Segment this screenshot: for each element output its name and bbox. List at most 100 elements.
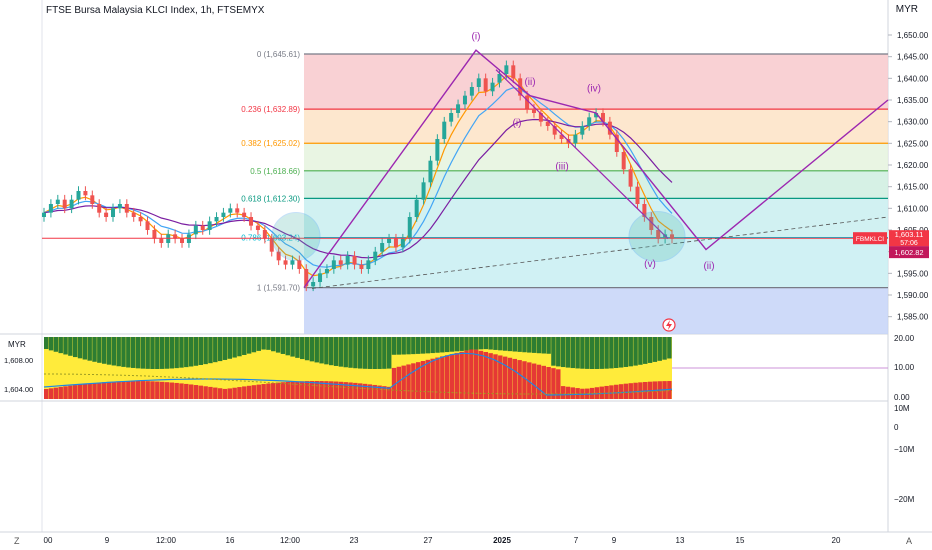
indicator-bar-red: [266, 383, 271, 399]
indicator-bar-green: [464, 337, 469, 351]
indicator-bar-green: [575, 337, 580, 369]
candle-body: [469, 87, 474, 96]
candle-body: [504, 65, 509, 74]
auto-scale-button[interactable]: A: [906, 536, 913, 546]
candle-body: [462, 95, 467, 105]
indicator-bar-green: [227, 337, 232, 359]
candle-body: [600, 113, 605, 122]
indicator-bar-red: [130, 381, 136, 399]
fibonacci-retracement[interactable]: 0 (1,645.61) 0.236 (1,632.89) 0.382 (1,625…: [241, 50, 888, 334]
indicator-bar-red: [150, 381, 155, 399]
indicator-bar-red: [63, 386, 68, 399]
indicator-bar-red: [517, 360, 522, 399]
time-tick-label: 20: [832, 536, 841, 545]
indicator-bar-red: [464, 350, 469, 399]
indicator-pane: MYR 1,608.00 1,604.00 20.00 10.00 0.00: [4, 334, 915, 402]
indicator-bar-green: [193, 337, 199, 366]
fib-zone: [304, 287, 888, 334]
candle-body: [228, 208, 233, 213]
indicator-bar-red: [188, 384, 194, 399]
fib-zone: [304, 54, 888, 110]
candle-body: [573, 134, 578, 144]
chart-title: FTSE Bursa Malaysia KLCI Index, 1h, FTSE…: [46, 5, 265, 16]
indicator-bar-green: [435, 337, 440, 353]
wave-label: (iv): [587, 83, 601, 94]
wave-annotations[interactable]: (i) (ii) (i) (iii) (iv) (v) (ii): [42, 31, 889, 332]
indicator-bar-red: [362, 383, 368, 399]
indicator-bar-red: [386, 386, 392, 399]
indicator-bar-red: [358, 383, 363, 399]
indicator-bar-green: [217, 337, 223, 362]
indicator-bar-red: [483, 352, 489, 399]
indicator-bar-red: [116, 381, 121, 399]
indicator-bar-green: [556, 337, 561, 367]
indicator-bar-red: [493, 354, 498, 399]
indicator-bar-red: [280, 382, 286, 399]
candle-body: [559, 134, 564, 139]
time-tick-label: 12:00: [280, 536, 301, 545]
candle-body: [621, 152, 626, 170]
indicator-bar-green: [353, 337, 358, 369]
indicator-bar-green: [459, 337, 464, 351]
indicator-bar-green: [300, 337, 305, 360]
fib-zone: [304, 143, 888, 171]
indicator-bar-green: [478, 337, 484, 350]
indicator-bar-green: [44, 337, 49, 349]
indicator-bar-green: [203, 337, 208, 365]
candle-body: [76, 191, 81, 200]
indicator-bar-red: [246, 385, 252, 399]
volume-tick-label: 10M: [894, 404, 910, 413]
indicator-bar-green: [246, 337, 252, 354]
candle-body: [483, 78, 488, 92]
candle-body: [580, 126, 585, 135]
candle-body: [152, 230, 157, 239]
price-tick-label: 1,640.00: [897, 74, 929, 83]
indicator-bar-red: [599, 386, 604, 399]
indicator-bar-red: [430, 358, 435, 399]
indicator-bar-green: [348, 337, 353, 368]
candle-body: [117, 204, 122, 209]
currency-label[interactable]: MYR: [895, 4, 918, 15]
candle-body: [449, 113, 454, 122]
wave-label: (v): [644, 259, 656, 270]
indicator-bar-green: [638, 337, 643, 365]
indicator-bar-green: [415, 337, 421, 354]
indicator-bar-red: [522, 361, 527, 399]
indicator-bar-green: [604, 337, 609, 369]
indicator-bar-red: [444, 355, 450, 399]
indicator-bar-red: [478, 350, 484, 399]
indicator-bar-green: [304, 337, 310, 361]
fib-level-label: 0.382 (1,625.02): [241, 139, 300, 148]
indicator-bar-red: [512, 358, 518, 399]
indicator-bar-green: [522, 337, 527, 353]
candle-body: [628, 169, 633, 187]
candle-body: [545, 121, 550, 126]
fib-zone: [304, 198, 888, 238]
indicator-bar-green: [449, 337, 455, 352]
indicator-bar-green: [483, 337, 489, 350]
indicator-bar-green: [507, 337, 513, 352]
indicator-bar-red: [164, 382, 170, 399]
fib-zone: [304, 170, 888, 199]
indicator-left-tick: 1,608.00: [4, 356, 33, 365]
candle-body: [670, 234, 674, 239]
indicator-bar-red: [92, 383, 97, 399]
indicator-bar-green: [541, 337, 546, 354]
fib-zone: [304, 237, 888, 288]
indicator-bar-red: [174, 382, 179, 399]
zoom-button[interactable]: Z: [14, 536, 20, 546]
candle-body: [380, 243, 385, 252]
indicator-bar-green: [502, 337, 508, 351]
indicator-bar-green: [213, 337, 218, 363]
indicator-bar-green: [285, 337, 290, 356]
indicator-bar-red: [667, 381, 672, 399]
candle-body: [538, 113, 543, 122]
candle-body: [442, 121, 447, 139]
axes: 1,650.00 1,645.00 1,640.00 1,635.00 1,630.00…: [44, 31, 929, 545]
indicator-bar-red: [106, 381, 112, 399]
indicator-left-tick: 1,604.00: [4, 385, 33, 394]
indicator-bar-red: [121, 381, 126, 399]
last-price-label: 1,603.11: [895, 230, 924, 239]
indicator-bar-red: [237, 387, 242, 399]
